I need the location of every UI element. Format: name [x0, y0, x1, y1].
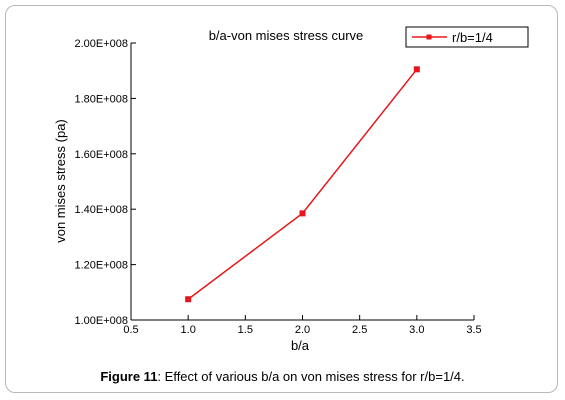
caption-text: : Effect of various b/a on von mises str… [157, 369, 465, 384]
data-point [413, 66, 420, 73]
x-axis-label: b/a [291, 338, 310, 353]
y-tick-label: 1.00E+008 [74, 315, 128, 327]
y-tick-label: 1.40E+008 [74, 204, 128, 216]
x-tick-label: 2.0 [295, 324, 310, 336]
figure-caption: Figure 11: Effect of various b/a on von … [0, 369, 565, 384]
x-ticks: 0.5 1.0 1.5 2.0 2.5 3.0 3.5 [123, 315, 482, 336]
caption-label: Figure 11 [100, 369, 158, 384]
x-tick-label: 2.5 [352, 324, 367, 336]
y-axis-label: von mises stress (pa) [53, 119, 68, 243]
legend-label: r/b=1/4 [452, 30, 493, 45]
x-tick-label: 3.5 [466, 324, 481, 336]
data-point [299, 210, 306, 217]
data-point [185, 296, 192, 303]
legend: r/b=1/4 [405, 26, 529, 48]
x-tick-label: 0.5 [123, 324, 138, 336]
series-line [187, 68, 418, 300]
y-tick-label: 2.00E+008 [74, 38, 128, 50]
y-tick-label: 1.80E+008 [74, 93, 128, 105]
y-tick-label: 1.20E+008 [74, 260, 128, 272]
figure-frame [5, 5, 558, 393]
legend-marker [426, 34, 432, 40]
x-tick-label: 3.0 [409, 324, 424, 336]
series-r-b-1-4 [185, 66, 420, 303]
legend-box [405, 26, 529, 48]
chart-title: b/a-von mises stress curve [209, 28, 364, 43]
x-tick-label: 1.5 [238, 324, 253, 336]
y-tick-label: 1.60E+008 [74, 149, 128, 161]
x-tick-label: 1.0 [181, 324, 196, 336]
chart: b/a-von mises stress curve r/b=1/4 1.00E… [53, 26, 529, 353]
y-ticks: 1.00E+008 1.20E+008 1.40E+008 1.60E+008 1.80… [74, 38, 136, 327]
